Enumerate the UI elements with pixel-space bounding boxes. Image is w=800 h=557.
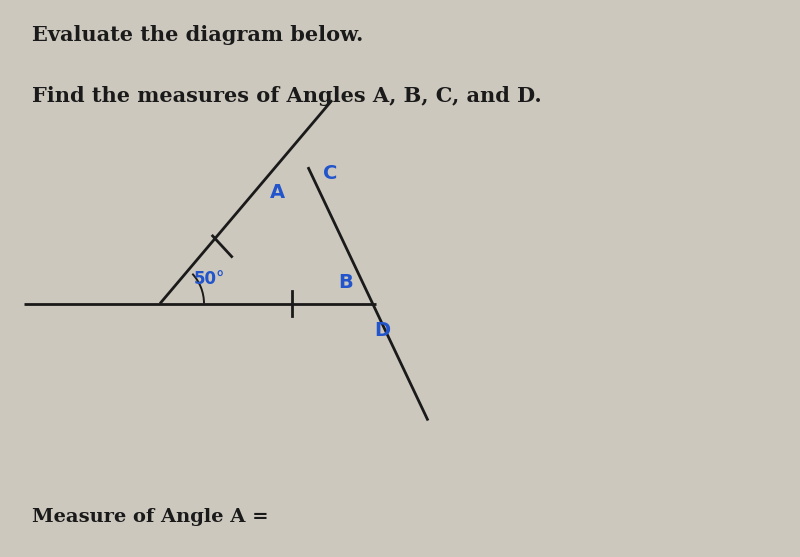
Text: Find the measures of Angles A, B, C, and D.: Find the measures of Angles A, B, C, and…: [32, 86, 542, 106]
Text: 50°: 50°: [194, 270, 225, 288]
Text: A: A: [270, 183, 285, 202]
Text: D: D: [374, 321, 390, 340]
Text: C: C: [323, 164, 338, 183]
Text: Evaluate the diagram below.: Evaluate the diagram below.: [32, 25, 363, 45]
Text: B: B: [338, 273, 353, 292]
Text: Measure of Angle A =: Measure of Angle A =: [32, 509, 269, 526]
